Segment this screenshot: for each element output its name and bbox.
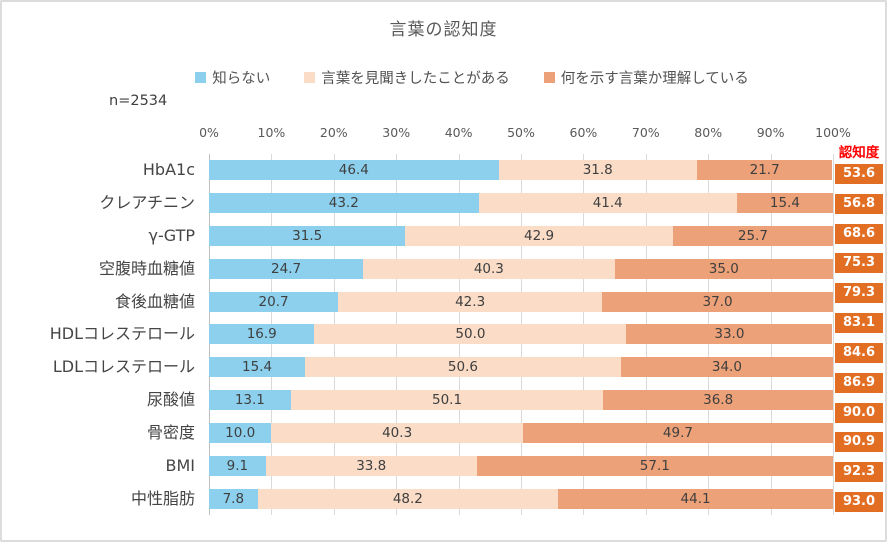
recognition-value-box: 90.0 bbox=[835, 402, 883, 423]
recognition-value-box: 79.3 bbox=[835, 283, 883, 304]
bar-row: 10.0 40.3 49.7 bbox=[209, 422, 833, 443]
chart-title: 言葉の認知度 bbox=[389, 20, 498, 40]
legend-swatch-icon bbox=[304, 72, 316, 83]
bar-segment-understood: 33.0 bbox=[626, 324, 833, 345]
bar-segment-unknown: 20.7 bbox=[209, 291, 339, 312]
bar-segment-unknown: 31.5 bbox=[209, 226, 406, 247]
bar-segment-heard: 31.8 bbox=[498, 160, 697, 181]
bar-segment-unknown: 43.2 bbox=[209, 193, 479, 214]
bar-segment-unknown: 7.8 bbox=[209, 488, 258, 509]
recognition-value-box: 75.3 bbox=[835, 253, 883, 274]
gridline bbox=[833, 154, 834, 515]
legend-label: 言葉を見聞きしたことがある bbox=[321, 71, 510, 87]
legend-swatch-icon bbox=[543, 72, 555, 83]
recognition-column-header: 認知度 bbox=[838, 145, 880, 161]
recognition-value-box: 86.9 bbox=[835, 372, 883, 393]
bar-segment-understood: 34.0 bbox=[620, 357, 833, 378]
bar-segment-unknown: 16.9 bbox=[209, 324, 315, 345]
bar-row: 20.7 42.3 37.0 bbox=[209, 291, 833, 312]
legend-item-understood: 何を示す言葉か理解している bbox=[543, 67, 749, 88]
x-axis-tick: 20% bbox=[319, 125, 348, 140]
legend-item-unknown: 知らない bbox=[195, 67, 270, 88]
bar-row: 13.1 50.1 36.8 bbox=[209, 390, 833, 411]
bar-segment-understood: 49.7 bbox=[522, 422, 833, 443]
x-axis-tick: 100% bbox=[815, 125, 851, 140]
recognition-value-box: 92.3 bbox=[835, 462, 883, 483]
bar-row: 7.8 48.2 44.1 bbox=[209, 488, 833, 509]
x-axis: 0% 10% 20% 30% 40% 50% 60% 70% 80% 90% 100% bbox=[199, 125, 851, 141]
category-label: BMI bbox=[165, 455, 196, 475]
recognition-column: 53.6 56.8 68.6 75.3 79.3 83.1 84.6 86.9 90.0 90.9… bbox=[835, 164, 883, 512]
bar-segment-understood: 35.0 bbox=[614, 258, 833, 279]
legend: 知らない 言葉を見聞きしたことがある 何を示す言葉か理解している bbox=[122, 67, 822, 88]
recognition-value-box: 56.8 bbox=[835, 193, 883, 214]
x-axis-tick: 30% bbox=[382, 125, 411, 140]
bar-row: 31.5 42.9 25.7 bbox=[209, 226, 833, 247]
bar-segment-unknown: 10.0 bbox=[209, 422, 272, 443]
x-axis-tick: 10% bbox=[257, 125, 286, 140]
x-axis-tick: 90% bbox=[756, 125, 785, 140]
bar-segment-unknown: 15.4 bbox=[209, 357, 306, 378]
category-label: クレアチニン bbox=[99, 193, 195, 213]
bar-row: 16.9 50.0 33.0 bbox=[209, 324, 833, 345]
bar-segment-heard: 50.1 bbox=[290, 390, 604, 411]
category-label: HDLコレステロール bbox=[49, 324, 195, 344]
recognition-value-box: 83.1 bbox=[835, 313, 883, 334]
sample-size-label: n=2534 bbox=[109, 93, 168, 109]
bar-segment-heard: 50.6 bbox=[305, 357, 621, 378]
bar-segment-understood: 44.1 bbox=[558, 488, 833, 509]
x-axis-tick: 50% bbox=[507, 125, 535, 140]
category-label: γ-GTP bbox=[148, 226, 196, 246]
bar-segment-unknown: 13.1 bbox=[209, 390, 291, 411]
bar-segment-unknown: 24.7 bbox=[209, 258, 364, 279]
x-axis-tick: 40% bbox=[444, 125, 473, 140]
x-axis-tick: 60% bbox=[569, 125, 598, 140]
category-label: HbA1c bbox=[142, 160, 195, 180]
legend-item-heard: 言葉を見聞きしたことがある bbox=[304, 67, 510, 88]
recognition-value-box: 93.0 bbox=[835, 491, 883, 512]
category-label: LDLコレステロール bbox=[52, 357, 195, 377]
recognition-value-box: 53.6 bbox=[835, 164, 883, 184]
bar-segment-understood: 57.1 bbox=[476, 455, 833, 476]
plot-area: 46.4 31.8 21.7 43.2 41.4 15.4 31.5 42.9 25.7 24.7… bbox=[209, 154, 834, 515]
bar-segment-understood: 36.8 bbox=[603, 390, 833, 411]
category-label: 尿酸値 bbox=[146, 390, 195, 410]
bar-segment-heard: 41.4 bbox=[478, 193, 737, 214]
x-axis-tick: 70% bbox=[631, 125, 660, 140]
recognition-value-box: 84.6 bbox=[835, 342, 883, 363]
category-label: 骨密度 bbox=[146, 422, 195, 442]
bar-segment-heard: 42.9 bbox=[405, 226, 673, 247]
legend-swatch-icon bbox=[195, 72, 207, 83]
recognition-value-box: 90.9 bbox=[835, 432, 883, 453]
bar-segment-understood: 37.0 bbox=[602, 291, 833, 312]
bar-segment-heard: 50.0 bbox=[314, 324, 627, 345]
recognition-value-box: 68.6 bbox=[835, 223, 883, 244]
category-label: 中性脂肪 bbox=[130, 488, 195, 508]
bar-segment-heard: 40.3 bbox=[271, 422, 523, 443]
bar-segment-heard: 42.3 bbox=[338, 291, 603, 312]
legend-label: 知らない bbox=[212, 71, 271, 87]
category-label: 空腹時血糖値 bbox=[98, 258, 195, 278]
bar-segment-heard: 33.8 bbox=[265, 455, 477, 476]
x-axis-tick: 80% bbox=[694, 125, 723, 140]
bar-row: 46.4 31.8 21.7 bbox=[209, 160, 833, 181]
legend-label: 何を示す言葉か理解している bbox=[560, 71, 749, 87]
bar-segment-understood: 21.7 bbox=[696, 160, 833, 181]
category-axis: HbA1c クレアチニン γ-GTP 空腹時血糖値食後血糖値 HDLコレステロール LDL… bbox=[2, 154, 202, 515]
bar-segment-understood: 15.4 bbox=[736, 193, 833, 214]
bar-segment-heard: 48.2 bbox=[257, 488, 559, 509]
bar-row: 24.7 40.3 35.0 bbox=[209, 258, 833, 279]
category-label: 食後血糖値 bbox=[114, 291, 195, 311]
x-axis-tick: 0% bbox=[199, 125, 219, 140]
bar-row: 9.1 33.8 57.1 bbox=[209, 455, 833, 476]
bar-row: 43.2 41.4 15.4 bbox=[209, 193, 833, 214]
bar-row: 15.4 50.6 34.0 bbox=[209, 357, 833, 378]
bar-segment-understood: 25.7 bbox=[672, 226, 833, 247]
bar-segment-unknown: 9.1 bbox=[209, 455, 266, 476]
bar-segment-heard: 40.3 bbox=[363, 258, 615, 279]
bar-segment-unknown: 46.4 bbox=[209, 160, 499, 181]
